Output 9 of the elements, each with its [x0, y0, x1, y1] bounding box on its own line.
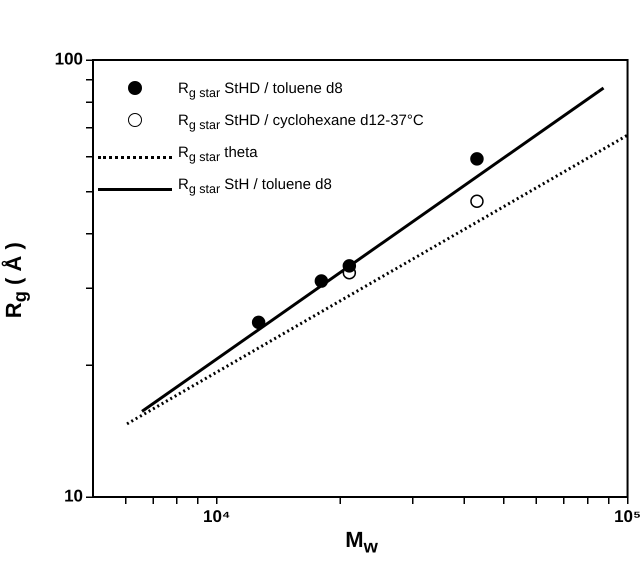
legend-label: R$_{g star}$ StH / toluene d8	[178, 176, 332, 196]
y-tick-label: 10	[64, 486, 83, 506]
legend-label: R$_{g star}$ StHD / toluene d8	[178, 80, 343, 100]
legend-label: R$_{g star}$ theta	[178, 144, 258, 164]
x-tick-label: 10⁴	[203, 506, 230, 526]
x-tick-label: 10⁵	[614, 506, 642, 526]
legend-label: R$_{g star}$ StHD / cyclohexane d12-37°C	[178, 112, 424, 132]
x-axis-title: M$_{w}$	[345, 527, 378, 558]
y-tick-label: 100	[54, 50, 83, 69]
